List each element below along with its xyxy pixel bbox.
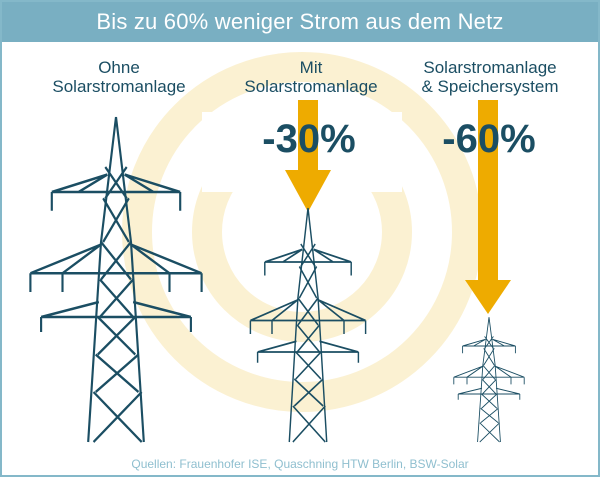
pylon-icon bbox=[249, 207, 367, 443]
column-label-without-solar: Ohne Solarstromanlage bbox=[52, 58, 186, 96]
source-note: Quellen: Frauenhofer ISE, Quaschning HTW… bbox=[131, 457, 469, 471]
pylon-icon bbox=[453, 316, 525, 443]
column-label-with-solar: Mit Solarstromanlage bbox=[244, 58, 378, 96]
reduction-60-percent: -60% bbox=[442, 117, 536, 161]
page-title: Bis zu 60% weniger Strom aus dem Netz bbox=[2, 2, 598, 42]
reduction-30-percent: -30% bbox=[262, 117, 356, 161]
down-arrow-icon bbox=[465, 100, 511, 314]
pylon-icon bbox=[29, 115, 203, 444]
down-arrow-icon bbox=[285, 100, 331, 212]
column-label-solar-storage: Solarstromanlage & Speichersystem bbox=[421, 58, 559, 96]
